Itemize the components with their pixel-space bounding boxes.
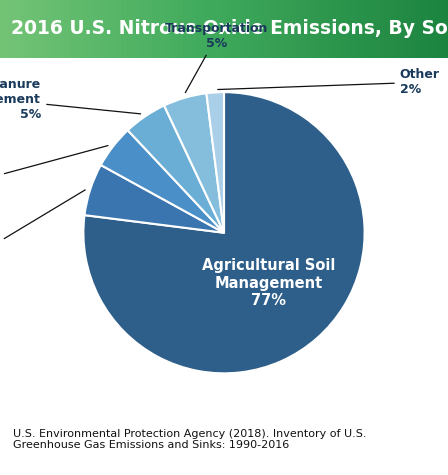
- Text: Agricultural Soil
Management
77%: Agricultural Soil Management 77%: [202, 258, 335, 308]
- Text: U.S. Environmental Protection Agency (2018). Inventory of U.S.
Greenhouse Gas Em: U.S. Environmental Protection Agency (20…: [13, 429, 367, 450]
- Text: Manure
Management
5%: Manure Management 5%: [0, 78, 141, 121]
- Wedge shape: [207, 92, 224, 233]
- Wedge shape: [128, 105, 224, 233]
- Text: Stationary
Combustion
5%: Stationary Combustion 5%: [0, 145, 108, 208]
- Text: Transportation
5%: Transportation 5%: [165, 22, 269, 93]
- Wedge shape: [164, 93, 224, 233]
- Text: Other
2%: Other 2%: [218, 68, 440, 96]
- Wedge shape: [85, 165, 224, 233]
- Wedge shape: [101, 130, 224, 233]
- Text: 2016 U.S. Nitrous Oxide Emissions, By Source: 2016 U.S. Nitrous Oxide Emissions, By So…: [11, 19, 448, 38]
- Wedge shape: [83, 92, 365, 373]
- Text: Industry or
Chemical
Production
6%: Industry or Chemical Production 6%: [0, 190, 85, 294]
